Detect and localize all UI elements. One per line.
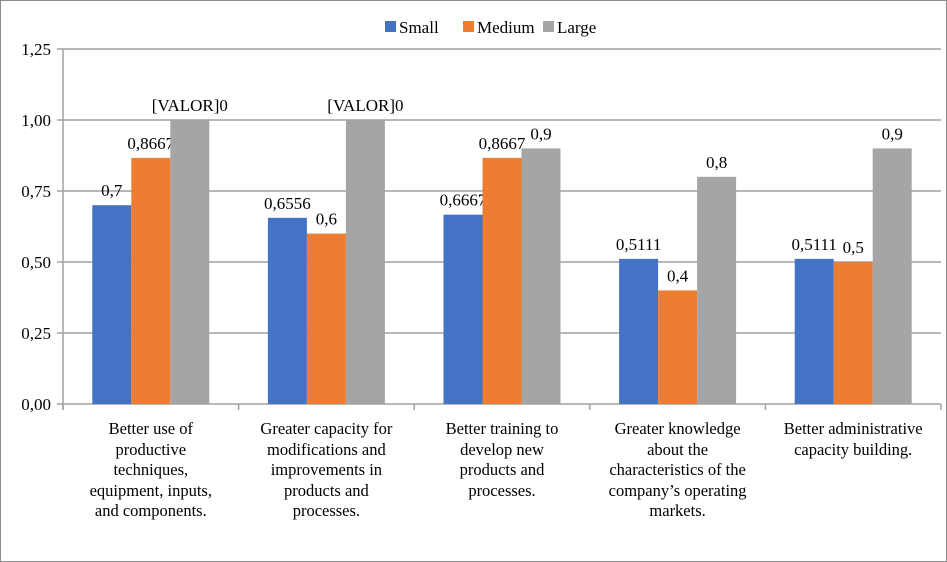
- data-label: [VALOR]0: [327, 96, 403, 115]
- data-label: 0,4: [667, 266, 689, 285]
- data-label: 0,8: [706, 153, 727, 172]
- bar-small: [92, 205, 132, 404]
- data-label: 0,6: [316, 210, 337, 229]
- legend-swatch-large: [543, 21, 554, 32]
- data-label: 0,8667: [479, 134, 526, 153]
- category-label: Greater capacity for modifications and i…: [260, 419, 393, 520]
- bar-small: [443, 214, 483, 404]
- category-label: Better use of productive techniques, equ…: [89, 419, 212, 520]
- bar-large: [521, 148, 561, 404]
- data-label: 0,7: [101, 181, 123, 200]
- y-tick-label: 0,50: [21, 253, 51, 272]
- data-label: 0,6667: [440, 191, 487, 210]
- data-label: 0,8667: [127, 134, 174, 153]
- bar-medium: [833, 262, 873, 404]
- y-tick-label: 0,00: [21, 395, 51, 414]
- data-label: 0,9: [530, 124, 551, 143]
- bar-large: [872, 148, 912, 404]
- category-label: Greater knowledge about the characterist…: [608, 419, 747, 520]
- legend-swatch-small: [385, 21, 396, 32]
- bar-small: [267, 217, 307, 404]
- bar-small: [794, 258, 834, 404]
- bar-large: [697, 176, 737, 404]
- bar-small: [619, 258, 659, 404]
- data-label: 0,9: [882, 124, 903, 143]
- y-tick-label: 1,00: [21, 111, 51, 130]
- y-tick-label: 0,75: [21, 182, 51, 201]
- legend-label: Medium: [477, 18, 535, 37]
- bar-large: [345, 120, 385, 404]
- legend-label: Small: [399, 18, 439, 37]
- bar-medium: [306, 233, 346, 404]
- category-label: Better training to develop new products …: [445, 419, 559, 500]
- bar-medium: [658, 290, 698, 404]
- bar-medium: [482, 157, 522, 404]
- data-label: 0,6556: [264, 194, 311, 213]
- data-label: 0,5: [843, 238, 864, 257]
- category-label: Better administrative capacity building.: [783, 419, 923, 459]
- legend-swatch-medium: [463, 21, 474, 32]
- legend-label: Large: [557, 18, 596, 37]
- data-label: 0,5111: [791, 235, 837, 254]
- bar-large: [170, 120, 210, 404]
- data-label: [VALOR]0: [152, 96, 228, 115]
- data-label: 0,5111: [616, 235, 662, 254]
- bar-medium: [131, 157, 171, 404]
- y-tick-label: 0,25: [21, 324, 51, 343]
- y-tick-label: 1,25: [21, 40, 51, 59]
